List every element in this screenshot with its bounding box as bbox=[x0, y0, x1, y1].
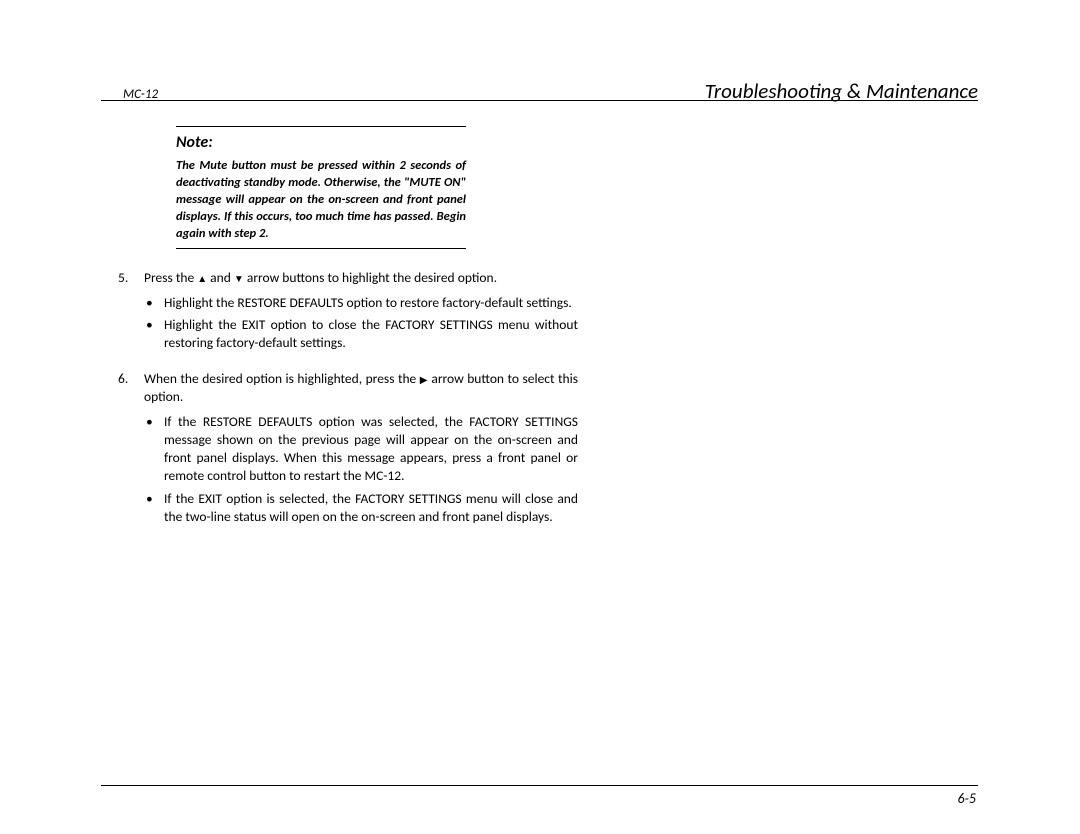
bullet-text: If the EXIT option is selected, the FACT… bbox=[164, 490, 578, 526]
step-6: 6. When the desired option is highlighte… bbox=[118, 370, 578, 526]
step-5: 5. Press the ▲ and ▼ arrow buttons to hi… bbox=[118, 269, 578, 352]
step-list: 5. Press the ▲ and ▼ arrow buttons to hi… bbox=[118, 269, 578, 526]
step-6-row: 6. When the desired option is highlighte… bbox=[118, 370, 578, 526]
bullet-icon: • bbox=[144, 316, 164, 352]
list-item: • If the EXIT option is selected, the FA… bbox=[144, 490, 578, 526]
step-5-bullets: • Highlight the RESTORE DEFAULTS option … bbox=[144, 294, 578, 353]
bullet-icon: • bbox=[144, 413, 164, 486]
step-6-bullets: • If the RESTORE DEFAULTS option was sel… bbox=[144, 413, 578, 526]
step-5-mid: and bbox=[207, 269, 234, 286]
right-arrow-icon: ▶ bbox=[420, 373, 428, 386]
step-5-pre: Press the bbox=[144, 269, 197, 286]
note-box: Note: The Mute button must be pressed wi… bbox=[176, 126, 466, 249]
step-6-number: 6. bbox=[118, 370, 144, 526]
step-5-text: Press the ▲ and ▼ arrow buttons to highl… bbox=[144, 269, 578, 352]
list-item: • Highlight the EXIT option to close the… bbox=[144, 316, 578, 352]
page-number: 6-5 bbox=[958, 790, 976, 807]
down-arrow-icon: ▼ bbox=[234, 272, 244, 285]
list-item: • Highlight the RESTORE DEFAULTS option … bbox=[144, 294, 578, 312]
bullet-text: Highlight the RESTORE DEFAULTS option to… bbox=[164, 294, 578, 312]
note-body: The Mute button must be pressed within 2… bbox=[176, 158, 466, 242]
top-rule bbox=[101, 100, 978, 101]
content-column: Note: The Mute button must be pressed wi… bbox=[118, 120, 578, 544]
step-5-post: arrow buttons to highlight the desired o… bbox=[244, 269, 497, 286]
note-rule-bottom bbox=[176, 248, 466, 249]
bullet-text: Highlight the EXIT option to close the F… bbox=[164, 316, 578, 352]
step-6-text: When the desired option is highlighted, … bbox=[144, 370, 578, 526]
note-heading: Note: bbox=[176, 133, 466, 152]
bullet-icon: • bbox=[144, 490, 164, 526]
bullet-icon: • bbox=[144, 294, 164, 312]
bullet-text: If the RESTORE DEFAULTS option was selec… bbox=[164, 413, 578, 486]
page: MC-12 Troubleshooting & Maintenance Note… bbox=[0, 0, 1080, 834]
step-5-number: 5. bbox=[118, 269, 144, 352]
step-6-pre: When the desired option is highlighted, … bbox=[144, 370, 420, 387]
step-5-row: 5. Press the ▲ and ▼ arrow buttons to hi… bbox=[118, 269, 578, 352]
bottom-rule bbox=[101, 785, 978, 786]
up-arrow-icon: ▲ bbox=[197, 272, 207, 285]
note-rule-top bbox=[176, 126, 466, 127]
list-item: • If the RESTORE DEFAULTS option was sel… bbox=[144, 413, 578, 486]
